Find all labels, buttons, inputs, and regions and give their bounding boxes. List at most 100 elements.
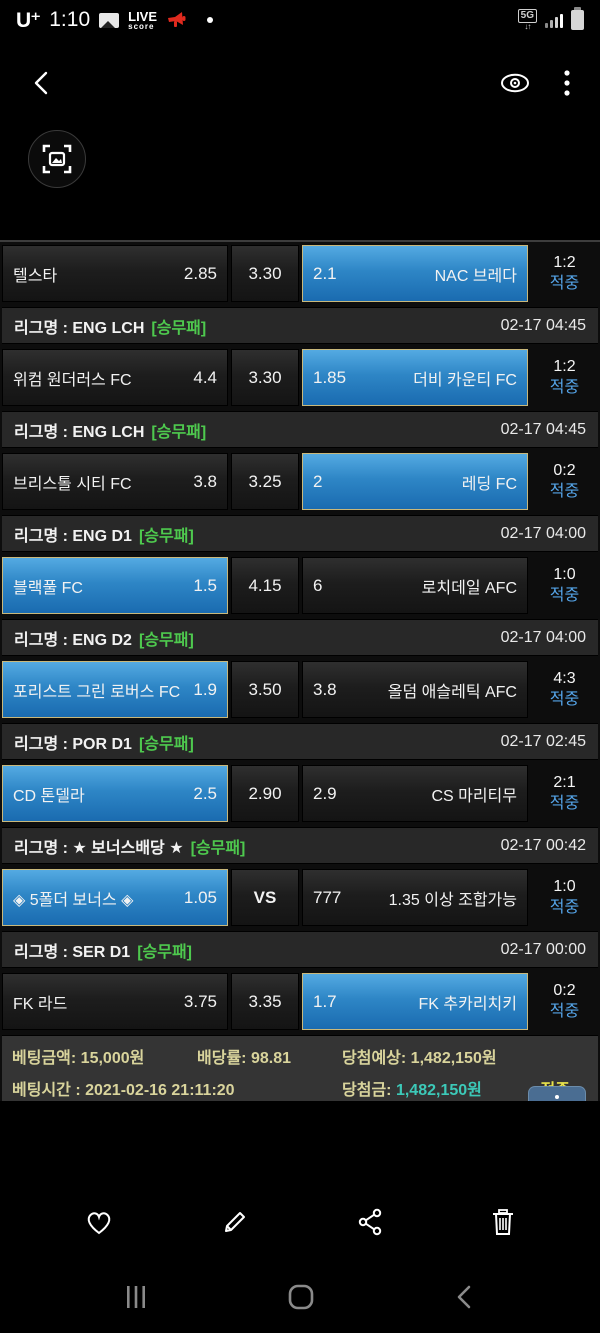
market-type: [승무패] [190, 839, 246, 857]
action-bar [0, 1192, 600, 1252]
bet-summary: 베팅금액: 15,000원 배당률: 98.81 당첨예상: 1,482,150… [2, 1035, 598, 1101]
away-odds-value: 2.9 [313, 783, 337, 803]
draw-odds-cell[interactable]: 3.30 [231, 349, 299, 406]
result-column: 1:2 적중 [531, 349, 598, 406]
match-datetime: 02-17 00:42 [500, 836, 586, 854]
match-row: FK 라드 3.75 3.35 1.7 FK 추카리치키 0:2 적중 [2, 973, 598, 1030]
final-score: 1:0 [553, 565, 576, 583]
home-button[interactable] [281, 1277, 321, 1317]
home-odds-cell[interactable]: 블랙풀 FC 1.5 [2, 557, 228, 614]
draw-odds-value: 3.35 [248, 991, 282, 1011]
nav-back-icon [454, 1284, 476, 1310]
hit-status: 적중 [549, 794, 580, 812]
home-odds-cell[interactable]: ◈ 5폴더 보너스 ◈ 1.05 [2, 869, 228, 926]
favorite-button[interactable] [78, 1202, 120, 1242]
final-score: 1:2 [553, 253, 576, 271]
draw-odds-cell[interactable]: 4.15 [231, 557, 299, 614]
screenshot-capture-button[interactable] [28, 130, 86, 188]
result-column: 1:0 적중 [531, 869, 598, 926]
summary-line-2: 베팅시간 : 2021-02-16 21:11:20 당첨금: 1,482,15… [12, 1076, 588, 1100]
away-odds-value: 1.7 [313, 991, 337, 1011]
notification-dot-icon [207, 17, 214, 23]
away-odds-cell[interactable]: 2.9 CS 마리티무 [302, 765, 528, 822]
megaphone-icon [166, 10, 188, 30]
network-label: 5G [517, 9, 537, 23]
market-type: [승무패] [138, 631, 194, 649]
match-row: 블랙풀 FC 1.5 4.15 6 로치데일 AFC 1:0 적중 [2, 557, 598, 614]
away-odds-cell[interactable]: 3.8 올덤 애슬레틱 AFC [302, 661, 528, 718]
status-bar-right: 5G ↓↑ [517, 7, 584, 31]
draw-odds-cell[interactable]: 3.25 [231, 453, 299, 510]
home-odds-cell[interactable]: 포리스트 그린 로버스 FC 1.9 [2, 661, 228, 718]
hit-status: 적중 [549, 378, 580, 396]
away-odds-cell[interactable]: 2.1 NAC 브레다 [302, 245, 528, 302]
final-score: 0:2 [553, 461, 576, 479]
home-odds-cell[interactable]: 브리스톨 시티 FC 3.8 [2, 453, 228, 510]
away-team-name: FK 추카리치키 [418, 995, 518, 1013]
carrier-label: U⁺ [16, 8, 41, 32]
away-odds-cell[interactable]: 777 1.35 이상 조합가능 [302, 869, 528, 926]
back-button[interactable] [24, 64, 60, 102]
hit-status: 적중 [549, 482, 580, 500]
heart-icon [84, 1208, 114, 1236]
home-team-name: CD 톤델라 [13, 787, 85, 805]
league-name: 리그명 : ENG LCH [14, 423, 145, 441]
view-count-button[interactable] [494, 67, 536, 99]
recents-button[interactable] [118, 1279, 154, 1315]
home-odds-cell[interactable]: FK 라드 3.75 [2, 973, 228, 1030]
match-datetime: 02-17 04:00 [500, 628, 586, 646]
result-column: 0:2 적중 [531, 973, 598, 1030]
away-odds-cell[interactable]: 2 레딩 FC [302, 453, 528, 510]
final-score: 1:2 [553, 357, 576, 375]
home-team-name: 텔스타 [13, 267, 58, 285]
home-odds-cell[interactable]: CD 톤델라 2.5 [2, 765, 228, 822]
draw-odds-cell[interactable]: 3.50 [231, 661, 299, 718]
draw-odds-value: 3.30 [248, 263, 282, 283]
edit-button[interactable] [215, 1202, 255, 1242]
away-odds-cell[interactable]: 6 로치데일 AFC [302, 557, 528, 614]
market-type: [승무패] [137, 943, 193, 961]
draw-odds-value: 3.50 [248, 679, 282, 699]
home-odds-value: 3.8 [193, 471, 217, 491]
match-group: 포리스트 그린 로버스 FC 1.9 3.50 3.8 올덤 애슬레틱 AFC … [0, 661, 600, 760]
away-odds-cell[interactable]: 1.85 더비 카운티 FC [302, 349, 528, 406]
league-row: 리그명 : ENG LCH [승무패] 02-17 04:45 [2, 411, 598, 448]
home-team-name: 포리스트 그린 로버스 FC [13, 683, 181, 701]
league-name: 리그명 : POR D1 [14, 735, 132, 753]
betting-time: 베팅시간 : 2021-02-16 21:11:20 [12, 1082, 235, 1099]
home-odds-value: 2.85 [183, 263, 217, 283]
draw-odds-value: VS [253, 887, 277, 907]
draw-odds-cell[interactable]: 2.90 [231, 765, 299, 822]
delete-button[interactable] [484, 1202, 522, 1242]
match-datetime: 02-17 00:00 [500, 940, 586, 958]
home-odds-cell[interactable]: 위컴 원더러스 FC 4.4 [2, 349, 228, 406]
more-options-button[interactable] [558, 64, 576, 102]
away-team-name: 올덤 애슬레틱 AFC [387, 683, 517, 701]
away-odds-cell[interactable]: 1.7 FK 추카리치키 [302, 973, 528, 1030]
match-row: CD 톤델라 2.5 2.90 2.9 CS 마리티무 2:1 적중 [2, 765, 598, 822]
capture-crop-icon [42, 144, 72, 174]
home-odds-value: 1.05 [183, 887, 217, 907]
status-bar: U⁺ 1:10 LIVE score 5G ↓↑ [0, 0, 600, 40]
share-button[interactable] [351, 1202, 389, 1242]
draw-odds-cell[interactable]: 3.30 [231, 245, 299, 302]
betting-amount: 베팅금액: 15,000원 [12, 1050, 145, 1067]
away-team-name: NAC 브레다 [434, 267, 517, 285]
battery-icon [571, 7, 584, 30]
draw-odds-cell[interactable]: 3.35 [231, 973, 299, 1030]
home-icon [287, 1283, 315, 1311]
hit-status: 적중 [549, 586, 580, 604]
result-column: 1:2 적중 [531, 245, 598, 302]
data-arrows-icon: ↓↑ [524, 22, 531, 31]
match-group: CD 톤델라 2.5 2.90 2.9 CS 마리티무 2:1 적중 리그명 :… [0, 765, 600, 864]
nav-back-button[interactable] [448, 1278, 482, 1316]
home-odds-value: 1.9 [193, 679, 217, 699]
chevron-left-icon [30, 70, 54, 96]
hit-status: 적중 [549, 274, 580, 292]
away-team-name: 로치데일 AFC [421, 579, 517, 597]
live-badge-line2: score [128, 21, 155, 31]
scroll-top-button[interactable] [528, 1086, 586, 1101]
draw-odds-cell[interactable]: VS [231, 869, 299, 926]
away-odds-value: 6 [313, 575, 323, 595]
home-odds-cell[interactable]: 텔스타 2.85 [2, 245, 228, 302]
